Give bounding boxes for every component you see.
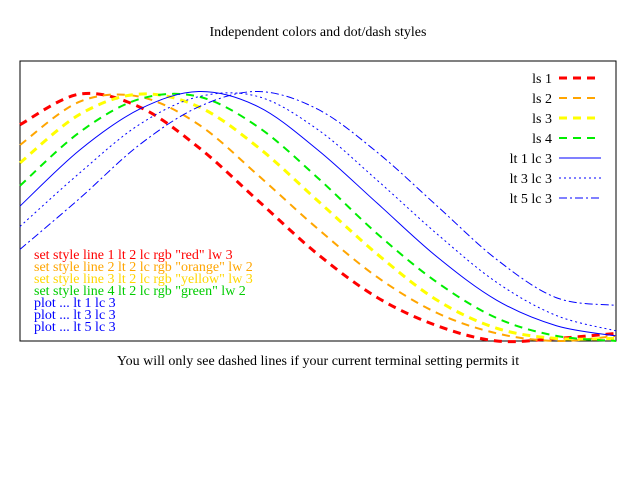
legend-label-6: lt 3 lc 3 (510, 172, 552, 187)
plot-frame (19, 60, 617, 342)
series-line-6 (19, 92, 617, 332)
annotation-3: set style line 3 lt 2 lc rgb "yellow" lw… (34, 272, 253, 287)
annotation-2: set style line 2 lt 2 lc rgb "orange" lw… (34, 260, 253, 275)
series-line-7 (19, 91, 617, 306)
series-line-3 (19, 92, 617, 341)
legend-label-5: lt 1 lc 3 (510, 152, 552, 167)
legend-label-3: ls 3 (532, 112, 552, 127)
legend-label-1: ls 1 (532, 72, 552, 87)
series-line-2 (19, 93, 617, 343)
chart-title: Independent colors and dot/dash styles (210, 25, 427, 40)
annotation-1: set style line 1 lt 2 lc rgb "red" lw 3 (34, 248, 233, 263)
legend-label-4: ls 4 (532, 132, 552, 147)
series-line-4 (19, 92, 617, 342)
series-line-5 (19, 91, 617, 337)
series-layer (19, 91, 617, 344)
x-axis-label: You will only see dashed lines if your c… (117, 354, 519, 369)
annotation-7: plot ... lt 5 lc 3 (34, 320, 116, 335)
annotation-4: set style line 4 lt 2 lc rgb "green" lw … (34, 284, 246, 299)
annotation-6: plot ... lt 3 lc 3 (34, 308, 116, 323)
annotation-5: plot ... lt 1 lc 3 (34, 296, 116, 311)
legend: ls 1 ls 2 ls 3 ls 4 lt 1 lc 3 lt 3 lc 3 lt 5 l… (510, 72, 601, 207)
legend-label-7: lt 5 lc 3 (510, 192, 552, 207)
legend-label-2: ls 2 (532, 92, 552, 107)
annotations: set style line 1 lt 2 lc rgb "red" lw 3s… (34, 248, 253, 335)
